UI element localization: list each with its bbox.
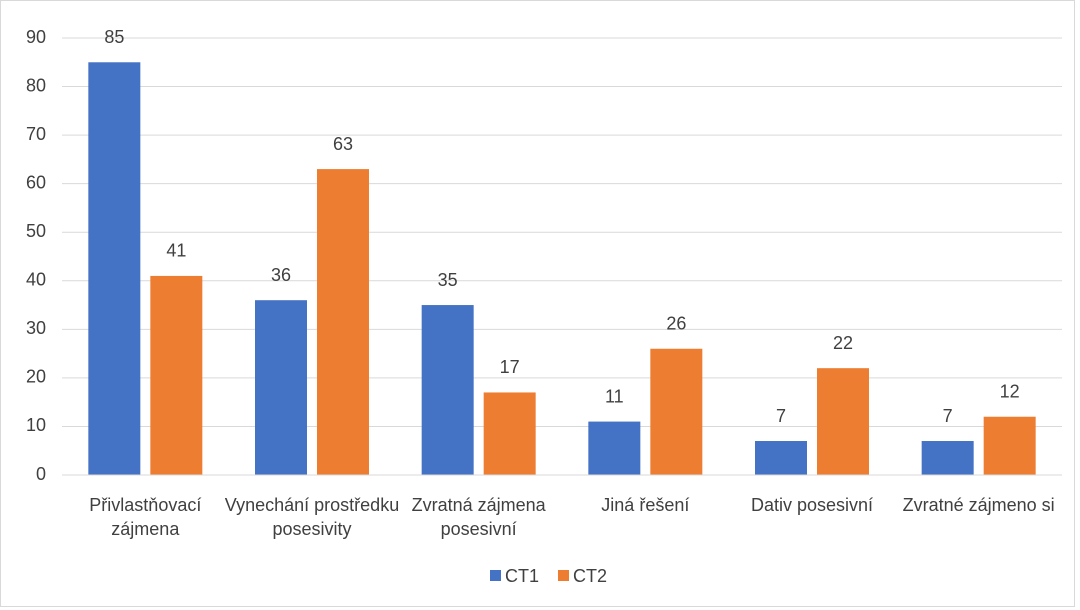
y-tick-label: 70	[26, 124, 46, 144]
data-label: 7	[776, 406, 786, 426]
data-label: 41	[166, 241, 186, 261]
data-label: 11	[605, 386, 624, 406]
bar	[755, 441, 807, 475]
data-label: 36	[271, 265, 291, 285]
data-label: 85	[104, 27, 124, 47]
bar	[255, 300, 307, 475]
x-tick-label: Dativ posesivní	[750, 495, 874, 515]
bar	[317, 169, 369, 475]
y-tick-label: 80	[26, 75, 46, 95]
x-tick-label: Zvratná zájmena posesivní	[411, 495, 546, 539]
data-label: 35	[438, 270, 458, 290]
y-tick-label: 50	[26, 221, 46, 241]
x-tick-label-box: Zvratné zájmeno si	[902, 495, 1055, 515]
bar	[650, 348, 703, 475]
data-label: 22	[833, 333, 853, 353]
x-tick-label-box: Přivlastňovací zájmena	[89, 495, 202, 539]
bar	[421, 305, 474, 475]
x-tick-label: Zvratné zájmeno si	[902, 495, 1055, 515]
y-tick-label: 30	[26, 318, 46, 338]
bar	[817, 368, 869, 475]
bar	[983, 416, 1036, 475]
bar	[150, 275, 203, 475]
x-tick-label-box: Jiná řešení	[601, 495, 690, 515]
data-label: 17	[500, 357, 520, 377]
bar	[483, 392, 536, 475]
data-label: 12	[1000, 381, 1020, 401]
x-tick-label-box: Vynechání prostředku posesivity	[224, 495, 400, 539]
legend-swatch	[558, 570, 569, 581]
bar	[921, 441, 974, 475]
y-tick-label: 60	[26, 172, 46, 192]
legend-swatch	[490, 570, 501, 581]
legend-label: CT2	[573, 566, 607, 586]
data-label: 7	[943, 406, 953, 426]
data-label: 63	[333, 134, 353, 154]
legend-label: CT1	[505, 566, 539, 586]
y-tick-label: 10	[26, 415, 46, 435]
y-tick-label: 40	[26, 270, 46, 290]
bar	[588, 421, 641, 475]
y-tick-label: 0	[36, 464, 46, 484]
data-label: 26	[666, 314, 686, 334]
x-tick-label: Jiná řešení	[601, 495, 690, 515]
x-tick-label-box: Zvratná zájmena posesivní	[411, 495, 546, 539]
x-tick-label: Přivlastňovací zájmena	[89, 495, 202, 539]
y-tick-label: 20	[26, 367, 46, 387]
x-tick-label-box: Dativ posesivní	[750, 495, 874, 515]
x-tick-label: Vynechání prostředku posesivity	[224, 495, 400, 539]
y-tick-label: 90	[26, 27, 46, 47]
bar	[88, 62, 141, 476]
